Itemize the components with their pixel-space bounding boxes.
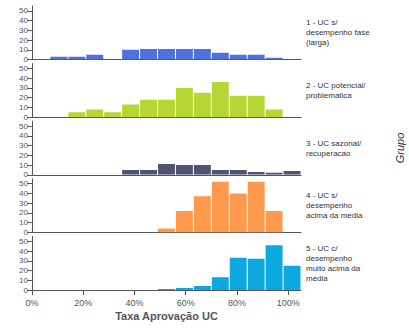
svg-text:20: 20: [19, 208, 28, 217]
svg-text:10: 10: [19, 103, 28, 112]
svg-text:Grupo: Grupo: [394, 133, 406, 164]
svg-text:desempenho: desempenho: [306, 201, 353, 210]
svg-text:(larga): (larga): [306, 38, 329, 47]
svg-text:10: 10: [19, 218, 28, 227]
svg-text:30: 30: [19, 256, 28, 265]
svg-text:0: 0: [24, 113, 29, 122]
svg-text:muito acima da: muito acima da: [306, 264, 361, 273]
svg-text:0: 0: [24, 55, 29, 64]
svg-text:30: 30: [19, 199, 28, 208]
svg-text:30: 30: [19, 141, 28, 150]
svg-text:50: 50: [19, 122, 28, 131]
svg-text:acima da media: acima da media: [306, 211, 363, 220]
svg-text:20: 20: [19, 36, 28, 45]
svg-text:10: 10: [19, 45, 28, 54]
svg-text:recuperacao: recuperacao: [306, 149, 351, 158]
svg-text:20%: 20%: [74, 298, 92, 308]
svg-text:30: 30: [19, 26, 28, 35]
svg-text:50: 50: [19, 179, 28, 188]
svg-text:0%: 0%: [25, 298, 38, 308]
svg-text:problematica: problematica: [306, 91, 352, 100]
svg-text:50: 50: [19, 237, 28, 246]
svg-text:10: 10: [19, 161, 28, 170]
svg-text:40%: 40%: [125, 298, 143, 308]
svg-text:1 - UC s/: 1 - UC s/: [306, 18, 338, 27]
svg-text:40: 40: [19, 247, 28, 256]
svg-text:100%: 100%: [277, 298, 300, 308]
svg-text:50: 50: [19, 64, 28, 73]
svg-text:5 - UC c/: 5 - UC c/: [306, 244, 338, 253]
svg-text:desempenho fase: desempenho fase: [306, 28, 370, 37]
svg-text:0: 0: [24, 170, 29, 179]
svg-text:80%: 80%: [228, 298, 246, 308]
svg-text:4 - UC s/: 4 - UC s/: [306, 191, 338, 200]
svg-text:40: 40: [19, 189, 28, 198]
svg-text:20: 20: [19, 93, 28, 102]
svg-text:20: 20: [19, 266, 28, 275]
svg-text:2 - UC potencial/: 2 - UC potencial/: [306, 81, 366, 90]
svg-text:30: 30: [19, 83, 28, 92]
svg-text:3 - UC sazonal/: 3 - UC sazonal/: [306, 139, 362, 148]
svg-text:60%: 60%: [177, 298, 195, 308]
svg-text:50: 50: [19, 6, 28, 15]
svg-text:Taxa Aprovação UC: Taxa Aprovação UC: [115, 310, 218, 322]
svg-text:20: 20: [19, 151, 28, 160]
svg-text:0: 0: [24, 286, 29, 295]
svg-text:40: 40: [19, 131, 28, 140]
svg-text:média: média: [306, 274, 328, 283]
svg-text:0: 0: [24, 228, 29, 237]
svg-text:40: 40: [19, 16, 28, 25]
svg-text:desempenho: desempenho: [306, 254, 353, 263]
svg-text:40: 40: [19, 74, 28, 83]
svg-text:10: 10: [19, 276, 28, 285]
